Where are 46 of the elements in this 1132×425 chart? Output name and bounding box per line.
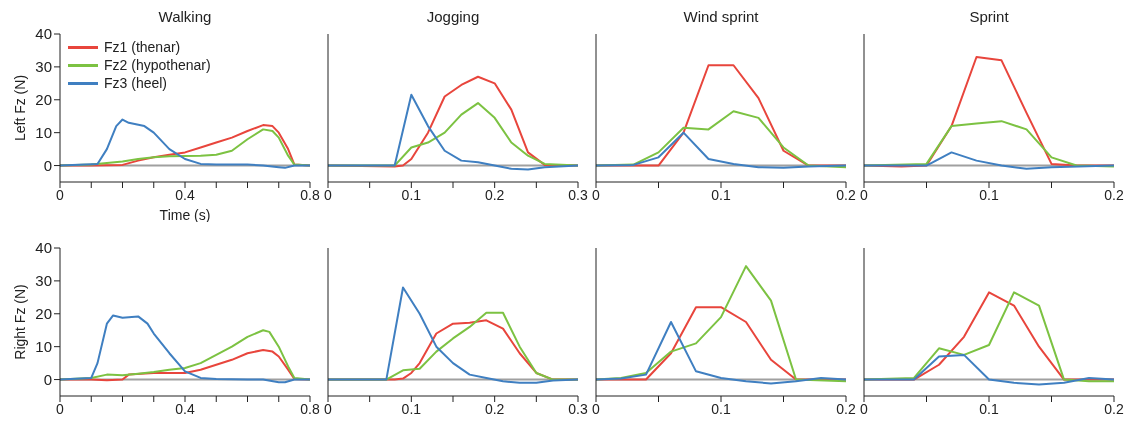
y-tick-label: 10: [35, 337, 52, 355]
x-tick-label: 0.1: [711, 186, 731, 203]
x-tick-label: 0.1: [401, 186, 422, 203]
x-tick-label: 0: [592, 400, 601, 417]
x-tick-label: 0: [592, 186, 601, 203]
x-tick-label: 0.2: [836, 186, 856, 203]
x-tick-label: 0: [860, 400, 869, 417]
x-tick-label: 0.8: [300, 400, 320, 417]
x-tick-label: 0.1: [979, 400, 999, 417]
chart-title: Sprint: [968, 8, 1010, 26]
y-tick-label: 10: [35, 123, 52, 141]
x-tick-label: 0.4: [175, 400, 195, 417]
y-tick-label: 20: [35, 91, 52, 109]
x-tick-label: 0.8: [300, 186, 320, 203]
x-tick-label: 0.2: [1104, 186, 1124, 203]
y-tick-label: 20: [35, 305, 52, 323]
x-tick-label: 0: [56, 186, 65, 203]
y-tick-label: 40: [35, 239, 52, 257]
x-axis-title: Time (s): [159, 207, 211, 223]
legend-label: Fz2 (hypothenar): [104, 56, 211, 74]
y-axis-title: Left Fz (N): [12, 74, 28, 142]
y-tick-label: 0: [43, 156, 52, 174]
x-tick-label: 0.1: [711, 400, 731, 417]
x-tick-label: 0.4: [175, 186, 195, 203]
x-tick-label: 0: [860, 186, 869, 203]
x-tick-label: 0.2: [836, 400, 856, 417]
chart-title: Jogging: [425, 8, 481, 26]
chart-title: Wind sprint: [682, 8, 760, 26]
x-tick-label: 0.2: [484, 400, 505, 417]
chart-title: Walking: [157, 8, 213, 26]
x-tick-label: 0.1: [979, 186, 999, 203]
y-tick-label: 40: [35, 25, 52, 43]
x-tick-label: 0: [324, 186, 333, 203]
y-axis-title: Right Fz (N): [12, 284, 28, 360]
legend-label: Fz1 (thenar): [104, 38, 181, 56]
x-tick-label: 0.3: [568, 400, 588, 417]
y-tick-label: 30: [35, 58, 52, 76]
y-tick-label: 30: [35, 272, 52, 290]
x-tick-label: 0: [324, 400, 333, 417]
legend-label: Fz3 (heel): [104, 74, 168, 92]
x-tick-label: 0: [56, 400, 65, 417]
x-tick-label: 0.2: [484, 186, 505, 203]
x-tick-label: 0.2: [1104, 400, 1124, 417]
x-tick-label: 0.1: [401, 400, 422, 417]
y-tick-label: 0: [43, 370, 52, 388]
x-tick-label: 0.3: [568, 186, 588, 203]
